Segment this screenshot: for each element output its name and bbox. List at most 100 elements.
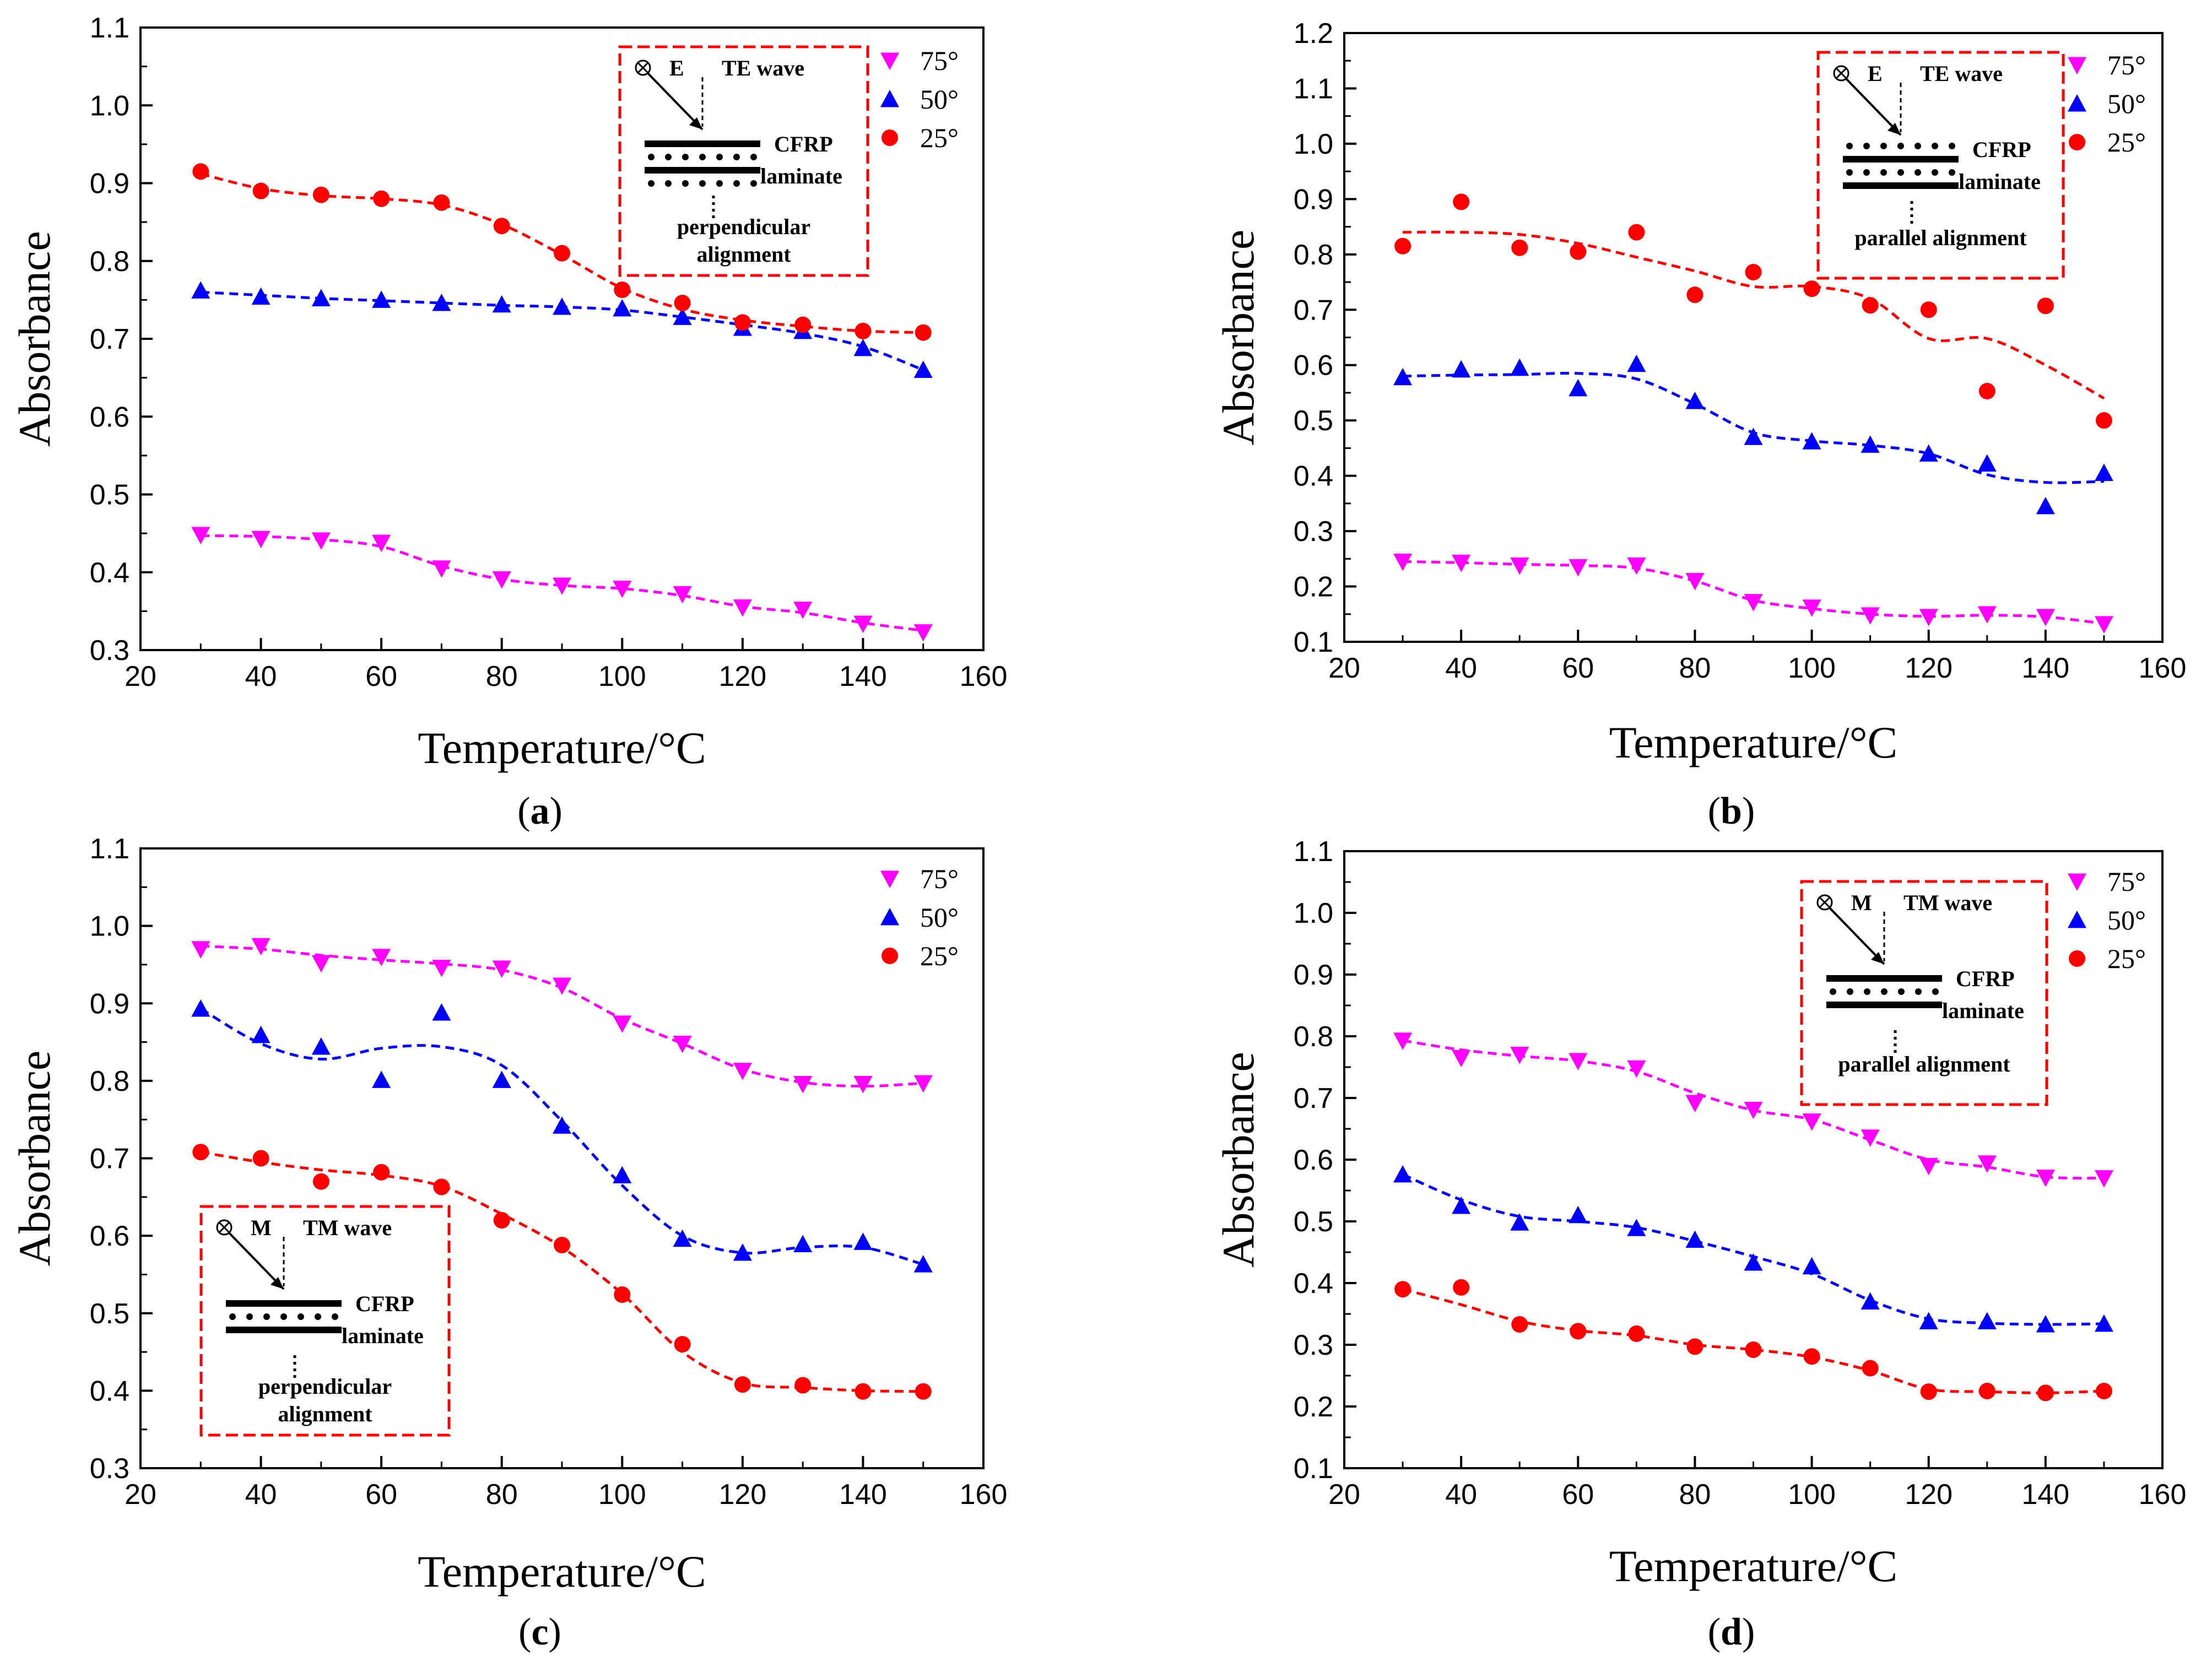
panel-label-open: ( (518, 1611, 531, 1653)
x-tick-label: 60 (365, 1479, 397, 1511)
y-tick-label: 0.5 (90, 1298, 129, 1330)
data-point (614, 282, 631, 299)
fiber-dot (1881, 988, 1887, 995)
data-point (854, 1383, 872, 1400)
laminate-layer (645, 140, 760, 147)
y-tick-label: 0.7 (1294, 294, 1333, 326)
panel-label-close: ) (1742, 1611, 1755, 1653)
y-tick-label: 0.5 (1294, 405, 1333, 437)
y-tick-label: 0.3 (90, 1453, 129, 1485)
x-tick-label: 40 (1445, 652, 1477, 684)
laminate-layer (645, 167, 760, 174)
arrow-head-icon (1887, 123, 1901, 135)
laminate-layer (1843, 182, 1959, 189)
panel-label: (c) (518, 1611, 561, 1653)
laminate-layer (226, 1327, 342, 1333)
inset-field-label: E (669, 56, 684, 80)
data-point (2094, 1314, 2113, 1332)
x-tick-label: 140 (839, 1479, 887, 1511)
plot-frame (1343, 32, 2164, 643)
inset-diagram: M TM wave CFRP laminate perpendicular alignme… (199, 1205, 451, 1437)
x-axis-title: Temperature/°C (418, 723, 706, 773)
x-tick-label: 120 (718, 1479, 766, 1511)
laminate-layer (1826, 1002, 1942, 1008)
data-point (191, 527, 210, 544)
data-point (1862, 1360, 1879, 1377)
data-point (1802, 1257, 1821, 1275)
inset-diagram: E TE wave CFRP laminate parallel alignment (1816, 51, 2065, 280)
y-tick-label: 0.9 (1294, 959, 1333, 991)
y-tick-label: 0.8 (1294, 239, 1333, 271)
inset-border (1816, 51, 2065, 280)
y-tick-label: 0.8 (90, 246, 129, 278)
y-tick-label: 0.5 (1294, 1206, 1333, 1238)
data-point (492, 295, 511, 313)
laminate-layer (1826, 975, 1942, 982)
data-point (1686, 286, 1703, 304)
data-point (673, 307, 692, 325)
data-point (853, 615, 873, 633)
x-tick-label: 140 (2021, 1479, 2069, 1511)
legend-marker (880, 908, 899, 926)
data-point (2094, 1170, 2113, 1188)
data-point (854, 322, 872, 339)
fiber-dot (1897, 143, 1904, 149)
data-point (1627, 354, 1646, 372)
panel-label-letter: c (531, 1611, 548, 1653)
data-point (1453, 193, 1470, 210)
inset-field-label: E (1868, 61, 1883, 86)
y-tick-label: 1.0 (1294, 897, 1333, 929)
data-point (1569, 378, 1588, 397)
data-point (1686, 1338, 1703, 1355)
fiber-dot (1898, 988, 1905, 995)
fiber-dot (1914, 169, 1921, 176)
data-point (1744, 1253, 1763, 1271)
panel-label-open: ( (1708, 790, 1721, 832)
data-point (1510, 557, 1529, 575)
data-point (613, 1015, 632, 1033)
y-tick-label: 1.1 (90, 12, 129, 44)
data-point (1861, 1292, 1880, 1310)
incident-arrow (647, 72, 704, 131)
data-point (913, 1075, 933, 1093)
y-tick-label: 0.8 (1294, 1021, 1333, 1053)
legend-marker (880, 870, 899, 888)
fiber-dot (1846, 143, 1853, 149)
data-point (613, 1166, 632, 1183)
legend-label: 50° (2107, 905, 2146, 935)
x-tick-label: 160 (2139, 652, 2187, 684)
y-axis-title: Absorbance (1213, 1052, 1263, 1268)
fiber-dot (648, 180, 655, 187)
x-tick-label: 120 (1905, 1479, 1953, 1511)
panel-d: 20 40 60 80 100 120 140 160 0.1 0.2 0.3 0.4 0.5 0.6 0.… (1213, 836, 2186, 1653)
inset-cfrp-label: CFRP (1972, 137, 2031, 162)
data-point (553, 297, 571, 315)
data-point (1685, 1230, 1705, 1248)
y-tick-label: 0.6 (90, 1220, 129, 1252)
fiber-dot (1863, 143, 1870, 149)
legend-marker (880, 90, 899, 107)
y-axis-title: Absorbance (1213, 230, 1263, 446)
arrow-head-icon (689, 117, 702, 129)
data-point (2036, 1170, 2055, 1187)
fiber-dot (733, 154, 740, 160)
data-point (1627, 1060, 1646, 1078)
data-point (252, 182, 269, 199)
data-point (553, 1116, 571, 1134)
fiber-dot (1932, 169, 1938, 176)
data-point (192, 163, 209, 180)
x-tick-label: 60 (1562, 652, 1594, 684)
data-point (1861, 607, 1880, 625)
fit-line-0 (1403, 560, 2105, 625)
data-point (793, 602, 813, 619)
data-point (1453, 1279, 1470, 1296)
data-point (1394, 1281, 1411, 1298)
data-point (554, 245, 570, 262)
inset-diagram: M TM wave CFRP laminate parallel alignment (1800, 880, 2048, 1106)
fiber-dot (716, 154, 723, 160)
inset-alignment-label: parallel alignment (1838, 1052, 2010, 1076)
y-tick-label: 1.0 (1294, 128, 1333, 160)
data-point (1861, 435, 1880, 453)
legend-label: 50° (920, 84, 959, 115)
data-point (251, 1025, 271, 1043)
